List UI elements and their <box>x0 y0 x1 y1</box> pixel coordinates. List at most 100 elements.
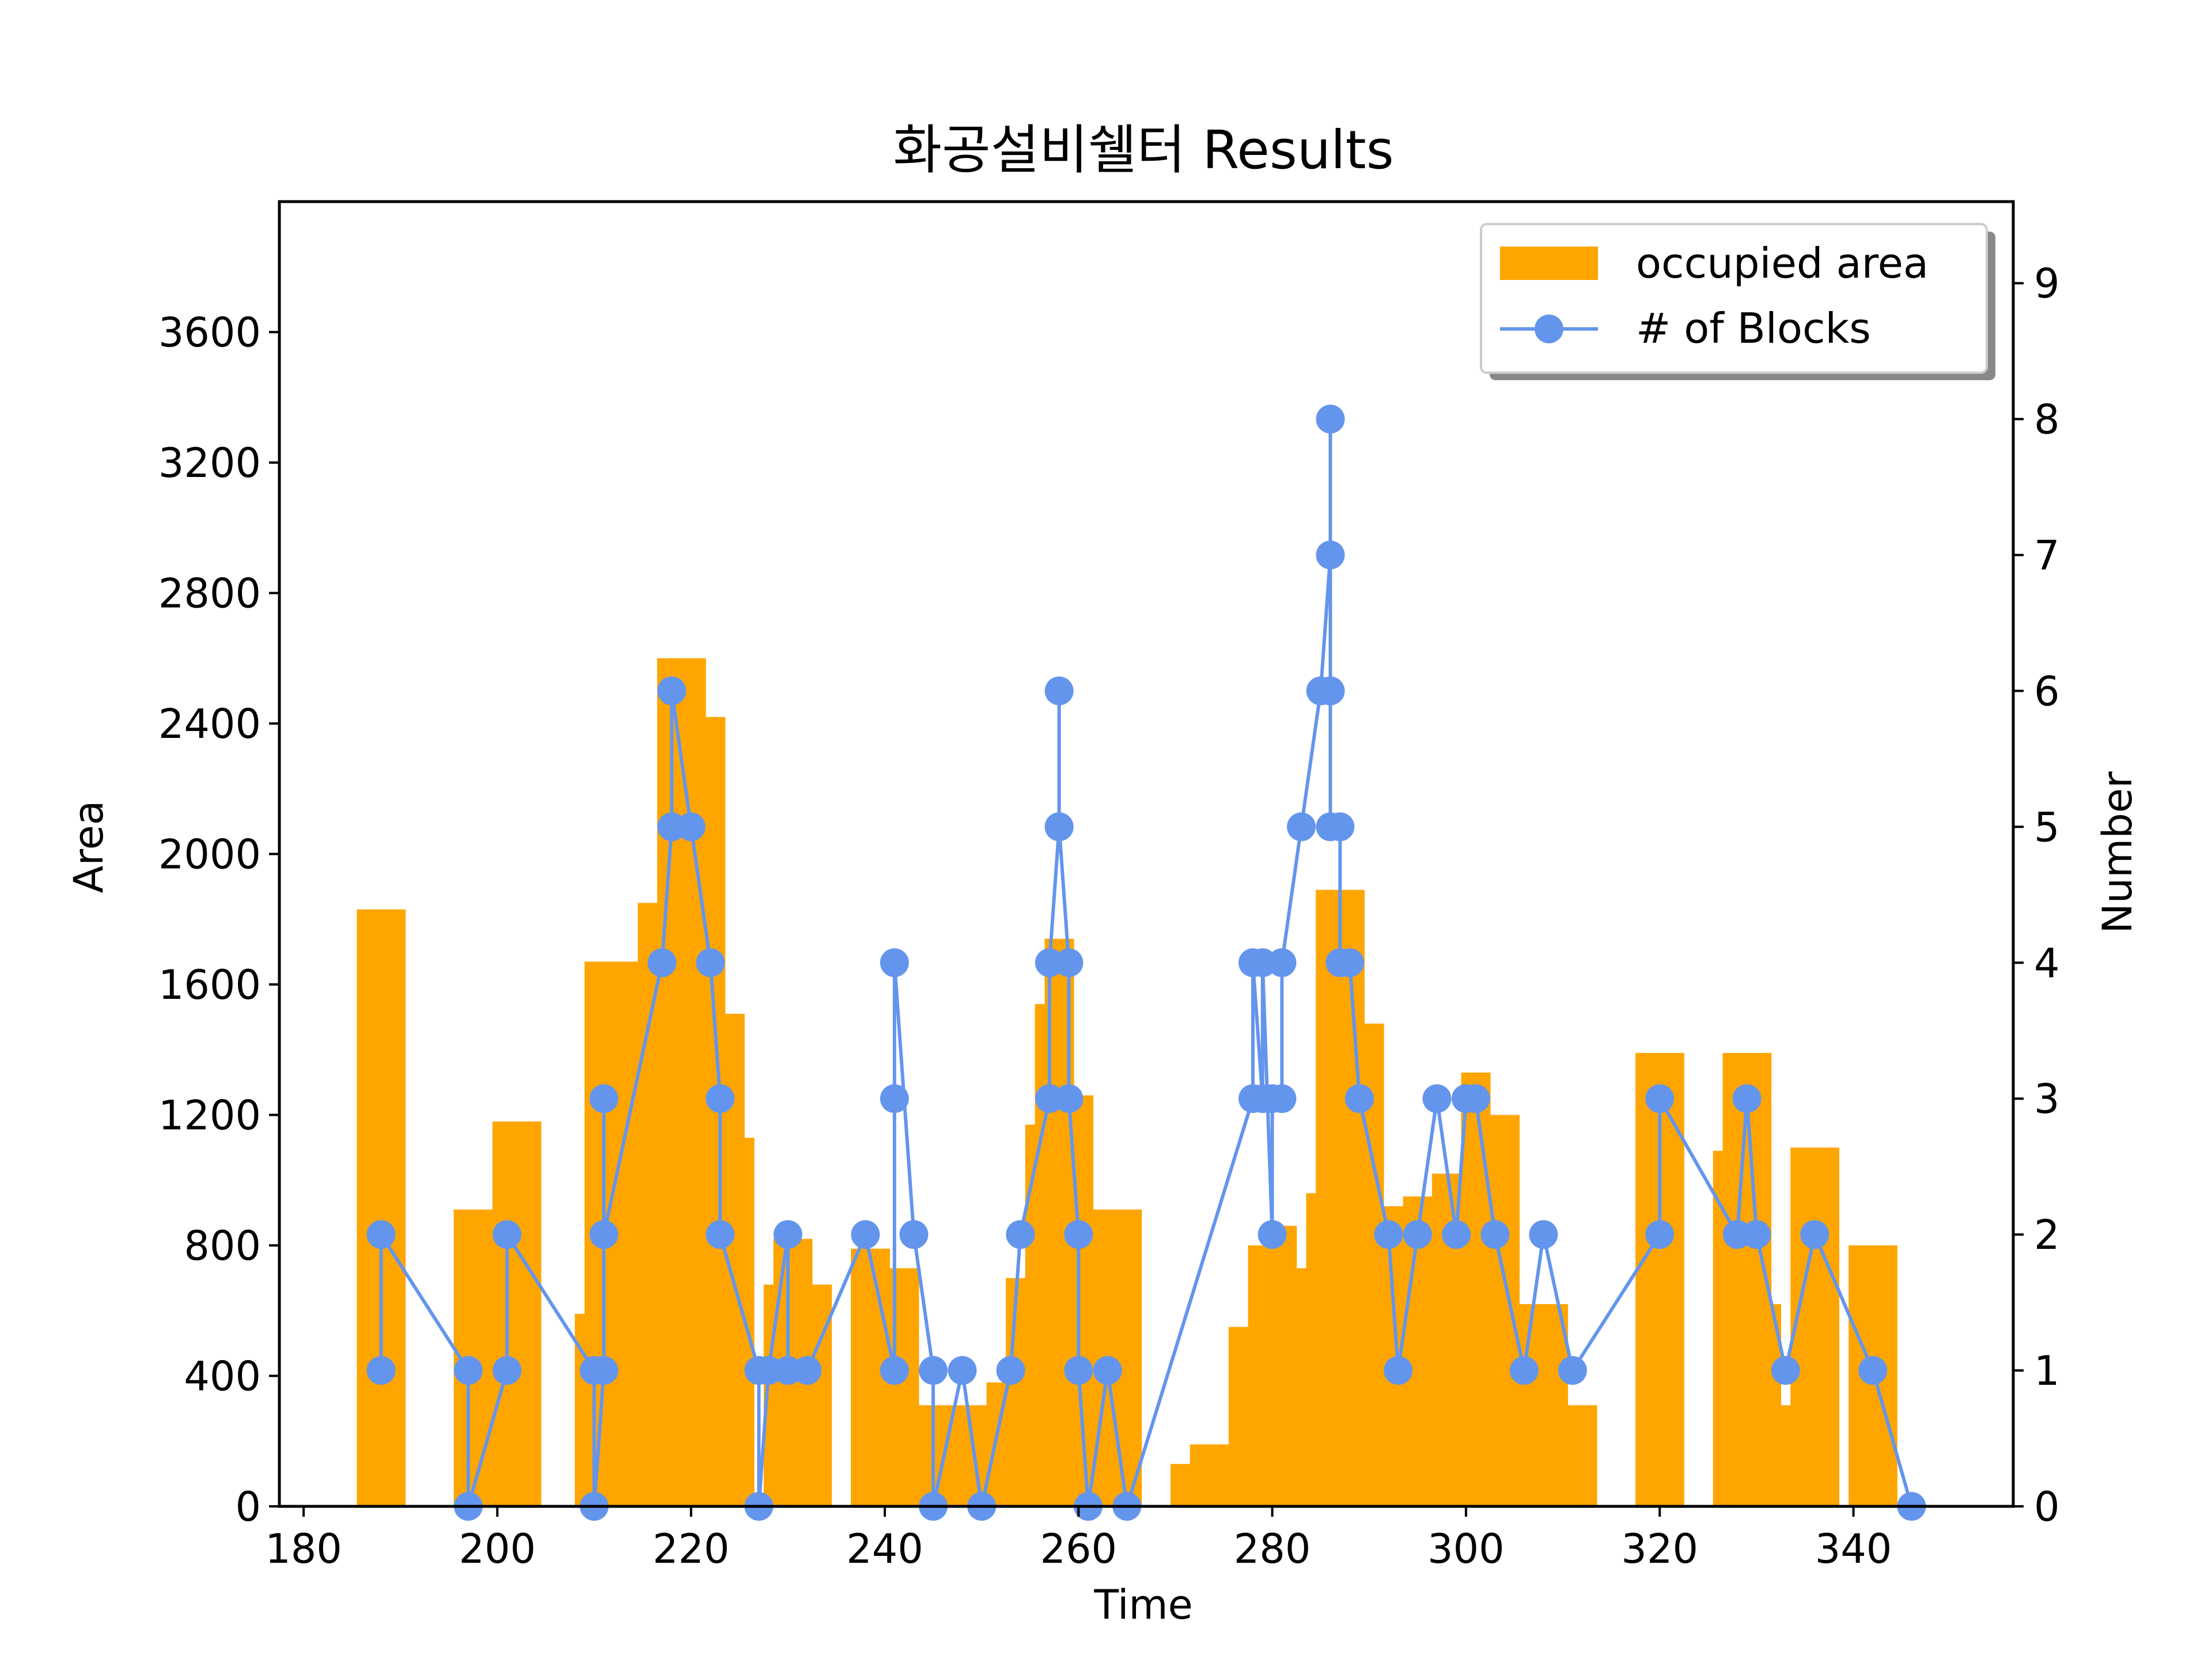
legend-swatch-occupied-area <box>1500 247 1598 280</box>
blocks-point <box>589 1220 619 1249</box>
blocks-point <box>1064 1356 1093 1385</box>
y-left-tick-label: 2000 <box>158 831 261 878</box>
area-bar <box>1519 1304 1569 1506</box>
area-bar <box>1171 1464 1191 1506</box>
y-right-tick-label: 3 <box>2034 1075 2060 1123</box>
blocks-point <box>1742 1220 1771 1249</box>
legend-swatch-blocks-marker <box>1535 315 1563 343</box>
blocks-point <box>1442 1220 1471 1249</box>
blocks-point <box>493 1356 522 1385</box>
y-right-tick-label: 6 <box>2034 668 2060 715</box>
occupied-area-bars <box>357 658 1897 1507</box>
area-bar <box>1296 1268 1307 1506</box>
blocks-point <box>1771 1356 1800 1385</box>
y-right-tick-label: 5 <box>2034 804 2060 851</box>
blocks-point <box>493 1220 522 1249</box>
x-tick-label: 240 <box>846 1525 923 1573</box>
blocks-point <box>1461 1084 1490 1113</box>
blocks-point <box>1006 1220 1035 1249</box>
area-bar <box>357 909 406 1506</box>
blocks-point <box>366 1356 396 1385</box>
blocks-point <box>1558 1356 1587 1385</box>
blocks-point <box>1054 1084 1084 1113</box>
blocks-point <box>647 948 677 978</box>
blocks-point <box>1267 1084 1297 1113</box>
blocks-point <box>589 1084 619 1113</box>
area-bar <box>1790 1147 1839 1507</box>
y-left-tick-label: 400 <box>184 1353 261 1400</box>
blocks-point <box>773 1220 802 1249</box>
area-bar <box>1228 1327 1249 1506</box>
blocks-point <box>1044 812 1074 842</box>
x-axis: 180 200 220 240 260 280 300 320 340 <box>265 1506 1892 1573</box>
y-left-tick-label: 3200 <box>158 440 261 487</box>
blocks-series <box>366 404 1926 1521</box>
blocks-point <box>1335 948 1365 978</box>
blocks-point <box>1325 812 1355 842</box>
x-tick-label: 340 <box>1815 1525 1892 1573</box>
x-tick-label: 200 <box>459 1525 536 1573</box>
blocks-point <box>657 676 687 706</box>
x-tick-label: 280 <box>1234 1525 1311 1573</box>
y-right-tick-label: 9 <box>2034 260 2060 308</box>
blocks-point <box>1316 676 1345 706</box>
area-bar <box>1722 1052 1772 1506</box>
blocks-point <box>1257 1220 1287 1249</box>
y-right-axis-label: Number <box>2094 771 2141 933</box>
area-bar <box>1316 889 1365 1506</box>
blocks-point <box>1267 948 1297 978</box>
area-bar <box>1490 1115 1520 1506</box>
blocks-point <box>706 1220 735 1249</box>
y-left-tick-label: 3600 <box>158 309 261 357</box>
blocks-point <box>1316 404 1345 434</box>
chart-title: 화공설비쉘터 Results <box>893 119 1393 181</box>
x-tick-label: 220 <box>653 1525 730 1573</box>
blocks-point <box>706 1084 735 1113</box>
area-bar <box>657 658 706 1506</box>
y-left-tick-label: 2400 <box>158 700 261 748</box>
x-tick-label: 260 <box>1040 1525 1117 1573</box>
area-bar <box>1461 1072 1491 1506</box>
blocks-point <box>1044 676 1074 706</box>
y-right-tick-label: 7 <box>2034 532 2060 579</box>
blocks-point <box>1732 1084 1762 1113</box>
area-bar <box>1093 1209 1142 1506</box>
x-tick-label: 300 <box>1427 1525 1505 1573</box>
blocks-point <box>1384 1356 1413 1385</box>
y-right-axis: 0 1 2 3 4 5 6 7 8 9 <box>2013 260 2060 1531</box>
blocks-point <box>1509 1356 1539 1385</box>
blocks-point <box>899 1220 929 1249</box>
y-left-axis: 0 400 800 1200 1600 2000 2400 2800 3200 3600 <box>158 309 279 1531</box>
blocks-point <box>1645 1220 1675 1249</box>
area-bar <box>1248 1245 1278 1506</box>
blocks-point <box>793 1356 822 1385</box>
blocks-point <box>589 1356 619 1385</box>
y-left-tick-label: 1200 <box>158 1092 261 1139</box>
blocks-point <box>996 1356 1025 1385</box>
blocks-point <box>1858 1356 1888 1385</box>
blocks-point <box>1422 1084 1452 1113</box>
area-bar <box>492 1121 541 1506</box>
legend-box <box>1480 223 1988 374</box>
y-right-tick-label: 8 <box>2034 396 2060 444</box>
legend-label-blocks: # of Blocks <box>1636 304 1871 353</box>
area-bar <box>1306 1193 1316 1506</box>
blocks-point <box>919 1356 948 1385</box>
y-right-tick-label: 0 <box>2034 1483 2060 1531</box>
blocks-point <box>880 948 909 978</box>
area-bar <box>1190 1444 1229 1506</box>
blocks-point <box>453 1356 483 1385</box>
area-bar <box>1035 1003 1046 1506</box>
blocks-point <box>1344 1084 1374 1113</box>
blocks-point <box>1403 1220 1432 1249</box>
area-bar <box>1567 1405 1597 1506</box>
y-right-tick-label: 4 <box>2034 940 2060 987</box>
y-right-tick-label: 2 <box>2034 1211 2060 1259</box>
blocks-point <box>1800 1220 1830 1249</box>
y-left-tick-label: 1600 <box>158 961 261 1009</box>
y-right-tick-label: 1 <box>2034 1347 2060 1395</box>
area-bar <box>1771 1304 1782 1506</box>
x-tick-label: 180 <box>265 1525 342 1573</box>
y-left-tick-label: 0 <box>235 1483 261 1531</box>
